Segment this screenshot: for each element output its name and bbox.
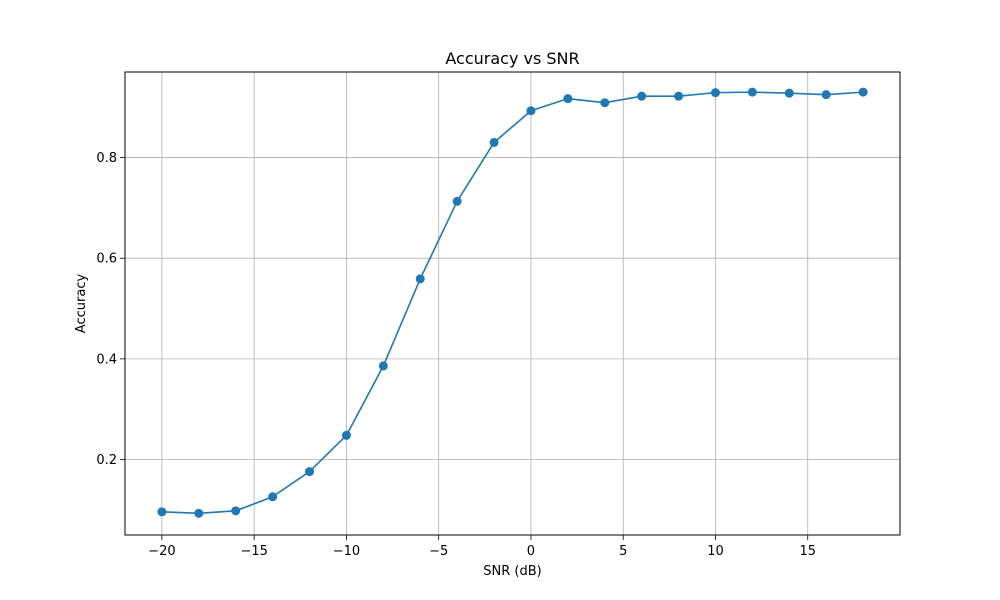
data-point	[858, 87, 868, 97]
grid-lines	[125, 72, 900, 535]
data-point	[378, 361, 388, 371]
x-tick-label: −10	[333, 544, 360, 559]
x-axis-label: SNR (dB)	[483, 564, 541, 579]
plot-area	[125, 72, 900, 535]
data-point	[305, 467, 315, 477]
data-series	[157, 87, 868, 518]
x-tick-label: −20	[148, 544, 175, 559]
y-tick-label: 0.6	[96, 252, 117, 267]
x-tick-label: −5	[429, 544, 448, 559]
data-point	[563, 94, 573, 104]
data-point	[600, 98, 610, 108]
y-tick-label: 0.8	[96, 151, 117, 166]
x-tick-label: −15	[240, 544, 267, 559]
x-tick-label: 10	[707, 544, 724, 559]
data-point	[710, 88, 720, 98]
data-point	[452, 196, 462, 206]
data-point	[526, 106, 536, 116]
data-point	[415, 274, 425, 284]
axis-ticks: −20 −15 −10 −5 0 5 10 15 0.2 0.4 0.6 0.8	[96, 151, 816, 559]
chart-title: Accuracy vs SNR	[445, 49, 579, 68]
data-point	[231, 506, 241, 516]
plot-frame	[124, 71, 901, 536]
data-point	[637, 91, 647, 101]
y-tick-label: 0.4	[96, 352, 117, 367]
x-tick-label: 15	[799, 544, 816, 559]
data-point	[194, 508, 204, 518]
y-tick-label: 0.2	[96, 453, 117, 468]
data-point	[747, 87, 757, 97]
series-line	[161, 91, 864, 515]
x-tick-label: 0	[527, 544, 535, 559]
data-point	[489, 137, 499, 147]
x-tick-label: 5	[619, 544, 627, 559]
data-point	[674, 91, 684, 101]
data-point	[784, 88, 794, 98]
data-point	[341, 430, 351, 440]
y-axis-label: Accuracy	[74, 274, 89, 334]
data-point	[268, 492, 278, 502]
data-point	[821, 90, 831, 100]
data-point	[157, 507, 167, 517]
